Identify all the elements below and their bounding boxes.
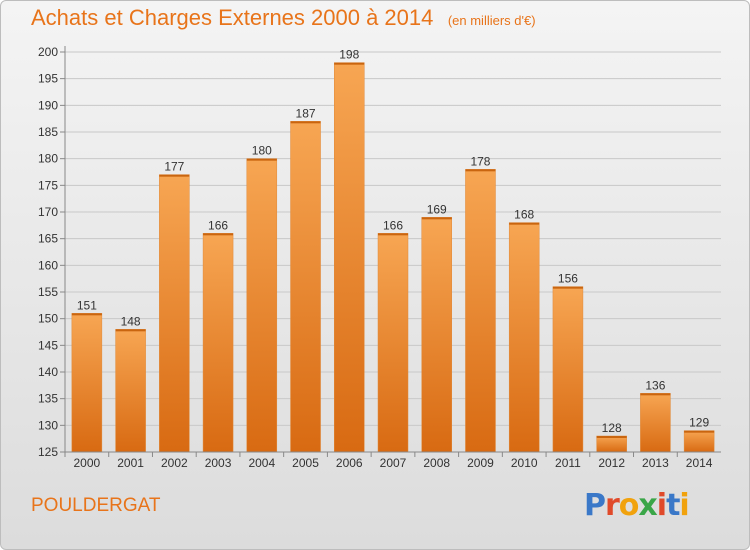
x-tick-label: 2000	[74, 456, 101, 470]
y-tick-label: 145	[38, 338, 58, 352]
y-tick-label: 130	[38, 418, 58, 432]
chart-title-text: Achats et Charges Externes 2000 à 2014	[31, 5, 434, 30]
bar	[465, 169, 496, 453]
bar	[246, 158, 278, 453]
data-label: 129	[689, 416, 709, 430]
bar-top	[596, 436, 627, 438]
bar	[421, 217, 452, 453]
bar	[683, 430, 715, 453]
bar-top	[509, 222, 540, 225]
y-tick-label: 185	[38, 125, 58, 139]
axis-lines	[64, 46, 721, 453]
data-label: 180	[252, 144, 272, 158]
logo-letter: o	[618, 488, 640, 523]
y-tick-label: 160	[38, 258, 58, 272]
bar-top	[334, 62, 365, 65]
x-tick-label: 2003	[205, 456, 232, 470]
y-tick-label: 155	[38, 285, 58, 299]
x-tick-label: 2001	[117, 456, 144, 470]
y-tick-label: 200	[38, 45, 58, 59]
x-tick-label: 2008	[423, 456, 450, 470]
x-tick-label: 2014	[686, 456, 713, 470]
bar-top	[552, 286, 583, 289]
bar-top	[421, 217, 452, 220]
x-tick-label: 2005	[292, 456, 319, 470]
logo-letter: x	[638, 488, 657, 523]
chart-title: Achats et Charges Externes 2000 à 2014 (…	[31, 5, 536, 31]
bar	[202, 233, 234, 453]
data-label: 187	[296, 106, 316, 120]
bar-top	[290, 121, 321, 124]
x-tick-label: 2006	[336, 456, 363, 470]
bar	[508, 222, 540, 453]
data-label: 151	[77, 298, 97, 312]
x-tick-label: 2009	[467, 456, 494, 470]
chart-unit: (en milliers d'€)	[447, 13, 536, 28]
bar	[640, 393, 671, 453]
logo-letter: P	[584, 488, 606, 523]
data-label: 156	[558, 272, 578, 286]
y-tick-label: 125	[38, 445, 58, 459]
y-tick-label: 135	[38, 392, 58, 406]
y-axis: 125 130 135 140 145 150 155 160 165 170 175 180 185 1…	[38, 45, 65, 459]
data-label: 169	[427, 202, 447, 216]
x-tick-label: 2004	[248, 456, 275, 470]
bar	[115, 329, 146, 453]
x-tick-label: 2011	[555, 456, 581, 470]
y-tick-label: 170	[38, 205, 58, 219]
data-label: 166	[208, 218, 228, 232]
bar-top	[378, 233, 408, 236]
data-label: 178	[470, 154, 490, 168]
x-tick-label: 2013	[642, 456, 669, 470]
bar	[334, 62, 365, 453]
logo-letter: r	[605, 488, 620, 523]
y-tick-label: 180	[38, 152, 58, 166]
bar	[159, 174, 190, 453]
y-tick-label: 150	[38, 312, 58, 326]
data-label: 168	[514, 208, 534, 222]
data-label: 128	[602, 421, 622, 435]
commune-name: POULDERGAT	[31, 495, 161, 516]
logo-letter: t	[666, 488, 680, 523]
bar-top	[203, 233, 234, 236]
bar	[71, 313, 103, 453]
x-axis: 2000 2001 2002 2003 2004 2005 2006 2007 2008 2009…	[64, 452, 713, 470]
bar	[596, 435, 627, 453]
data-label: 177	[164, 160, 184, 174]
data-label: 198	[339, 48, 359, 62]
x-tick-label: 2012	[598, 456, 625, 470]
data-label: 136	[645, 378, 665, 392]
bar	[377, 233, 409, 453]
bar-top	[640, 393, 671, 396]
bar-top	[159, 174, 190, 177]
y-tick-label: 175	[38, 178, 58, 192]
y-tick-label: 165	[38, 232, 58, 246]
data-label: 148	[121, 314, 141, 328]
bar-top	[246, 158, 277, 161]
bar-top	[71, 313, 102, 316]
proxiti-logo: Proxiti	[584, 488, 690, 523]
x-tick-label: 2002	[161, 456, 188, 470]
bar-top	[465, 169, 496, 172]
x-tick-label: 2010	[511, 456, 538, 470]
logo-letter: i	[679, 488, 689, 523]
logo-letter: i	[656, 488, 667, 523]
x-tick-label: 2007	[380, 456, 407, 470]
bar-top	[684, 430, 715, 433]
bar	[552, 286, 584, 453]
y-tick-label: 195	[38, 72, 58, 86]
y-tick-label: 190	[38, 98, 58, 112]
data-label: 166	[383, 218, 403, 232]
bars: 151 148 177 166 180 187 198 166 169 178 168 156 128 1…	[71, 48, 715, 453]
bar	[290, 121, 321, 453]
bar-top	[115, 329, 146, 332]
y-tick-label: 140	[38, 365, 58, 379]
